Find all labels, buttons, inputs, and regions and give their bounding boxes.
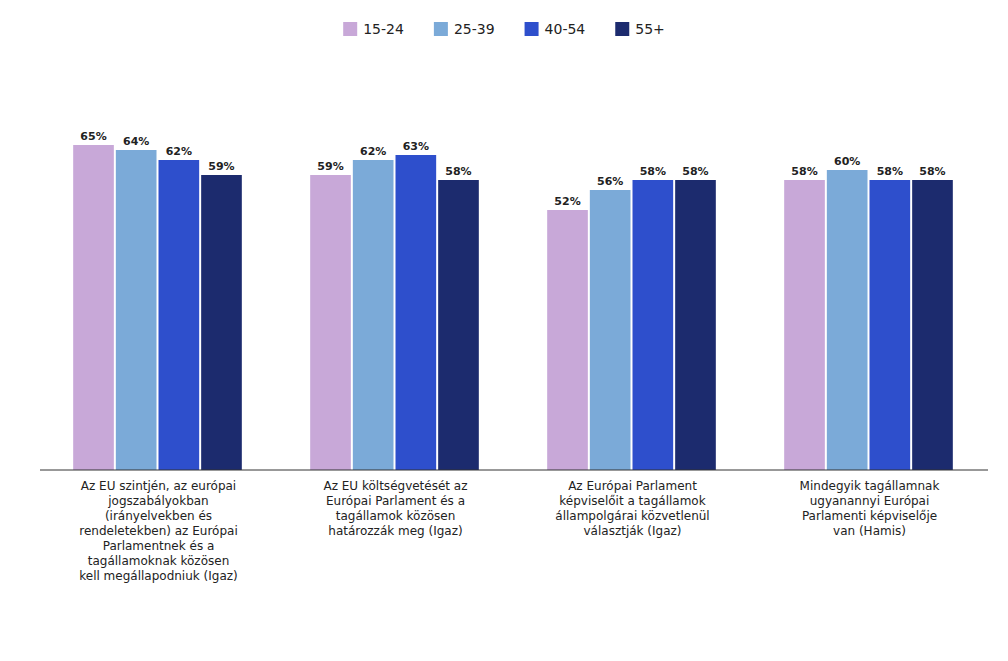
x-axis-line [40, 470, 988, 471]
data-label: 52% [554, 195, 580, 208]
bar [675, 180, 716, 470]
bar [912, 180, 953, 470]
legend-label: 55+ [635, 21, 665, 37]
x-tick-label: Mindegyik tagállamnakugyanannyi EurópaiP… [800, 479, 940, 538]
x-tick-label: Az EU költségvetését azEurópai Parlament… [323, 479, 467, 538]
legend-item: 15-24 [343, 21, 404, 37]
data-label: 63% [403, 140, 429, 153]
bar [827, 170, 868, 470]
bar [870, 180, 911, 470]
bar [159, 160, 200, 470]
data-label: 65% [80, 130, 106, 143]
legend-swatch [615, 22, 629, 36]
legend-swatch [343, 22, 357, 36]
bar [547, 210, 588, 470]
bar [310, 175, 351, 470]
data-label: 64% [123, 135, 149, 148]
data-label: 59% [317, 160, 343, 173]
data-label: 56% [597, 175, 623, 188]
legend-label: 40-54 [545, 21, 586, 37]
legend-item: 40-54 [525, 21, 586, 37]
legend-item: 25-39 [434, 21, 495, 37]
data-label: 60% [834, 155, 860, 168]
data-label: 58% [919, 165, 945, 178]
data-label: 58% [640, 165, 666, 178]
legend-label: 15-24 [363, 21, 404, 37]
data-label: 58% [877, 165, 903, 178]
legend-item: 55+ [615, 21, 665, 37]
bar [633, 180, 674, 470]
bar [438, 180, 479, 470]
x-tick-label: Az EU szintjén, az európaijogszabályokba… [79, 479, 238, 583]
bar [353, 160, 394, 470]
data-label: 58% [791, 165, 817, 178]
chart: 65% 59% 52% 58% 64% 62% 56% 60% 62% 63% 58% 58% 59% 5… [0, 0, 1008, 661]
bar [73, 145, 114, 470]
bar [396, 155, 437, 470]
data-label: 58% [445, 165, 471, 178]
bar [116, 150, 157, 470]
data-label: 58% [682, 165, 708, 178]
bar [784, 180, 825, 470]
bars [73, 145, 953, 470]
legend-swatch [525, 22, 539, 36]
bar [201, 175, 242, 470]
data-label: 59% [208, 160, 234, 173]
x-tick-label: Az Európai Parlamentképviselőit a tagáll… [555, 479, 709, 538]
bar [590, 190, 631, 470]
legend-swatch [434, 22, 448, 36]
data-label: 62% [360, 145, 386, 158]
data-label: 62% [166, 145, 192, 158]
legend: 15-24 25-39 40-54 55+ [343, 21, 665, 37]
legend-label: 25-39 [454, 21, 495, 37]
